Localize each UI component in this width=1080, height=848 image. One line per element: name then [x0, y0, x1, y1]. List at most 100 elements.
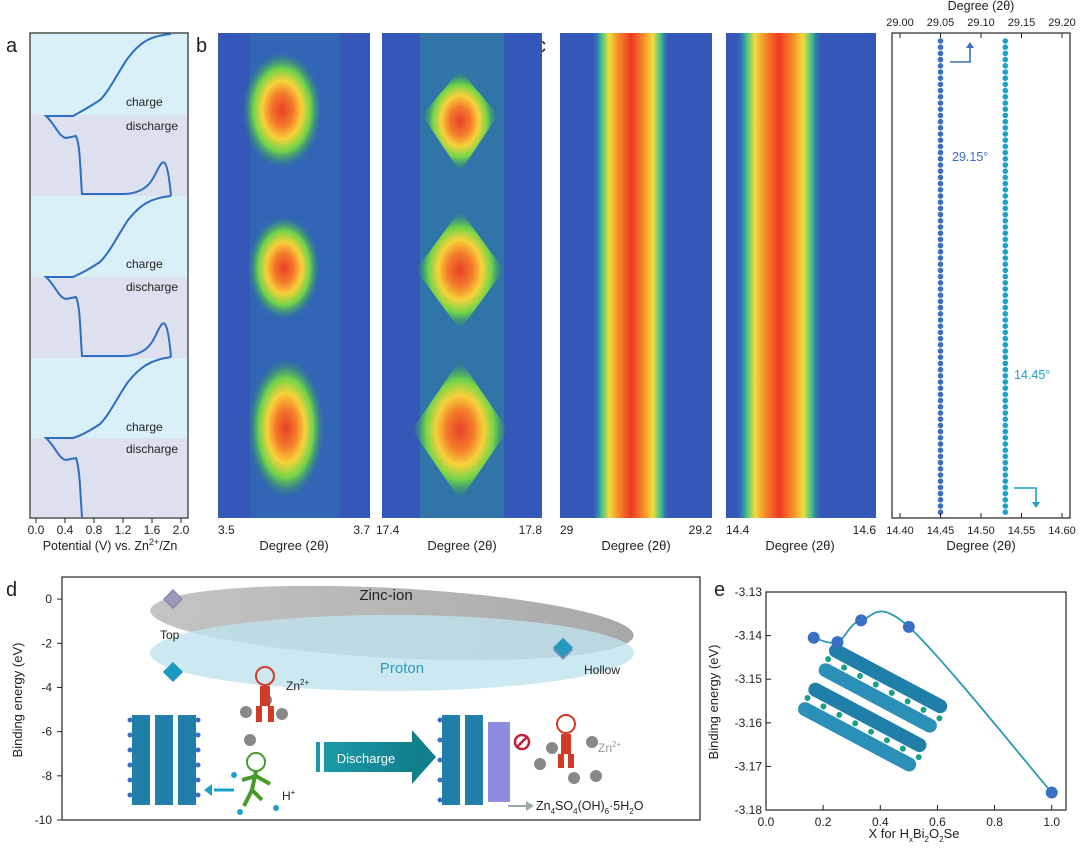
scatter-point — [1002, 422, 1009, 429]
tick: 0.0 — [28, 523, 45, 537]
discharge-arrow-icon — [316, 730, 436, 784]
scatter-point — [1002, 137, 1009, 143]
panel-e-ylabel: Binding energy (eV) — [706, 645, 721, 760]
panel-d-ylabel: Binding energy (eV) — [10, 643, 25, 758]
panel-e-xlabel: X for HxBi2O2Se — [869, 826, 960, 844]
scatter-point — [937, 236, 944, 243]
scatter-point — [1002, 180, 1009, 187]
crystal-structure-icon — [798, 643, 948, 772]
panel-c3-frame — [891, 32, 1071, 519]
scatter-point — [1002, 199, 1009, 205]
scatter-point — [1002, 472, 1009, 478]
scatter-point — [937, 478, 944, 485]
scatter-point — [937, 441, 944, 447]
panel-c3-axes: 29.00 29.05 29.10 29.15 29.20 14.40 14.45 14.50… — [886, 17, 1076, 537]
product-formula: Zn4SO4(OH)6·5H2O — [536, 799, 644, 816]
scatter-point — [1002, 428, 1009, 435]
bottom-tick-label: 14.50 — [967, 525, 995, 537]
scatter-point — [937, 224, 944, 230]
tick: 3.5 — [218, 523, 235, 537]
scatter-point — [937, 503, 944, 509]
ytick-label: -3.13 — [735, 585, 763, 599]
scatter-point — [937, 230, 944, 236]
scatter-point — [1002, 459, 1009, 466]
tick: 17.4 — [376, 523, 400, 537]
scatter-point — [1002, 230, 1009, 236]
c3-label-top-series: 29.15° — [952, 150, 988, 164]
discharge-label: Discharge — [337, 751, 396, 766]
scatter-point — [1002, 112, 1009, 119]
scatter-point — [1002, 366, 1009, 373]
scatter-point — [1002, 509, 1009, 515]
xtick-label: 0.0 — [758, 815, 775, 829]
panel-d-points — [162, 589, 574, 683]
scatter-point — [937, 280, 944, 286]
scatter-point — [937, 348, 944, 354]
scatter-point — [1002, 261, 1009, 268]
scatter-point — [1002, 298, 1009, 305]
scatter-point — [937, 292, 944, 299]
scatter-point — [1002, 292, 1009, 299]
scatter-point — [1002, 379, 1009, 385]
scatter-point — [937, 199, 944, 205]
scatter-point — [937, 484, 944, 491]
proton-label: Proton — [380, 660, 424, 677]
scatter-point — [937, 100, 944, 106]
scatter-point — [1002, 156, 1009, 162]
scatter-point — [937, 131, 944, 137]
scatter-point — [1002, 224, 1009, 230]
tick: 3.7 — [353, 523, 370, 537]
scatter-point — [1002, 385, 1009, 392]
panel-e-marks — [807, 610, 1058, 799]
scatter-point — [937, 94, 944, 100]
scatter-point — [1002, 490, 1009, 497]
ytick-label: -4 — [41, 680, 52, 694]
scatter-point — [1002, 255, 1009, 261]
tick: 1.6 — [144, 523, 161, 537]
scatter-point — [937, 38, 944, 44]
scatter-point — [937, 255, 944, 261]
scatter-point — [937, 311, 944, 317]
scatter-point — [1002, 410, 1009, 416]
tick: 0.4 — [57, 523, 74, 537]
scatter-point — [1002, 50, 1009, 57]
arrow-head-icon — [1032, 502, 1040, 508]
scatter-point — [937, 63, 944, 69]
lattice-right-icon — [437, 715, 534, 811]
scatter-point — [937, 453, 944, 460]
panel-letter-d: d — [6, 579, 17, 601]
scatter-point — [937, 435, 944, 441]
scatter-point — [937, 447, 944, 454]
scatter-point — [1002, 38, 1009, 44]
scatter-point — [1002, 404, 1009, 410]
scatter-point — [937, 385, 944, 392]
ytick-label: -3.16 — [735, 716, 763, 730]
ytick-label: 0 — [45, 592, 52, 606]
scatter-point — [1002, 484, 1009, 491]
scatter-point — [937, 174, 944, 181]
scatter-point — [1002, 187, 1009, 193]
binding-point — [162, 661, 184, 683]
scatter-point — [937, 509, 944, 515]
scatter-point — [1002, 125, 1009, 131]
tick: 14.6 — [853, 523, 877, 537]
tick: 2.0 — [173, 523, 190, 537]
scatter-point — [1002, 466, 1009, 472]
scatter-point — [1002, 174, 1009, 181]
scatter-point — [937, 112, 944, 119]
scatter-point — [1002, 100, 1009, 106]
scatter-point — [937, 459, 944, 466]
xtick-label: 1.0 — [1043, 815, 1060, 829]
heatmap-blob — [248, 358, 324, 498]
scatter-point — [937, 81, 944, 88]
scatter-point — [937, 298, 944, 305]
scatter-point — [937, 50, 944, 57]
bottom-tick-label: 14.45 — [927, 525, 955, 537]
xtick-label: 0.8 — [986, 815, 1003, 829]
scatter-point — [1002, 323, 1009, 330]
charge-band-1 — [31, 34, 187, 115]
scatter-point — [1002, 249, 1009, 255]
tick: 0.8 — [86, 523, 103, 537]
scatter-point — [937, 360, 944, 367]
ytick-label: -2 — [41, 636, 52, 650]
